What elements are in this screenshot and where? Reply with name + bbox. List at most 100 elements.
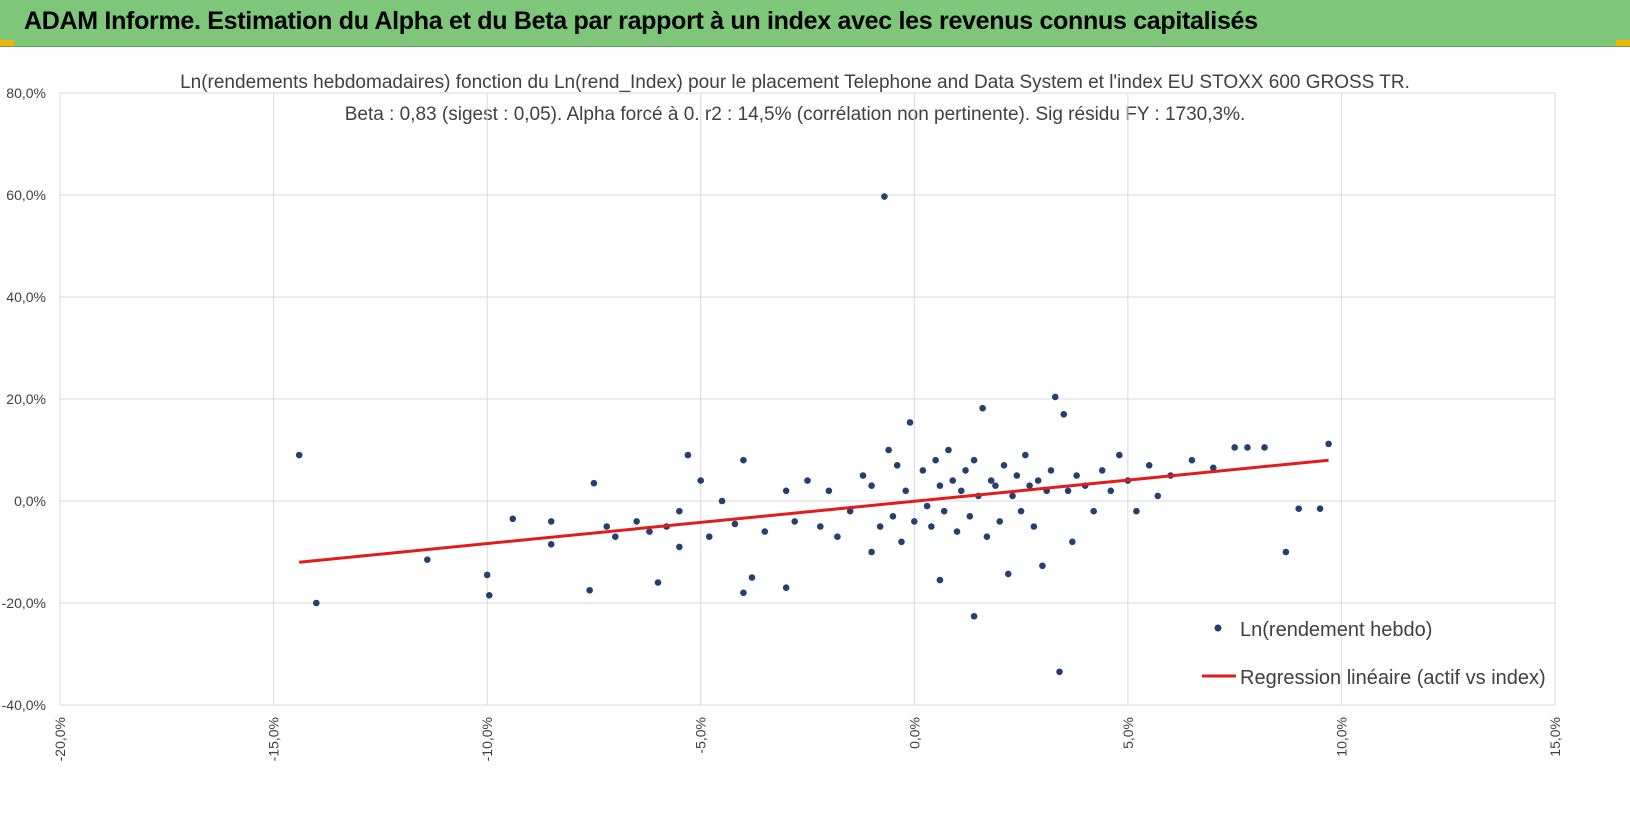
- data-point: [547, 518, 555, 525]
- data-point: [611, 533, 619, 540]
- data-point: [996, 518, 1004, 525]
- data-point: [1009, 492, 1016, 500]
- x-tick-label: 5,0%: [1120, 717, 1136, 749]
- data-point: [1145, 462, 1153, 469]
- data-point: [731, 520, 739, 528]
- x-tick-label: 10,0%: [1333, 717, 1349, 757]
- data-point: [782, 487, 790, 495]
- data-point: [1188, 456, 1196, 464]
- data-point: [547, 541, 555, 548]
- data-point: [1060, 411, 1068, 418]
- data-point: [633, 518, 640, 525]
- data-point: [885, 446, 892, 454]
- data-point: [992, 482, 999, 490]
- data-point: [782, 584, 790, 591]
- y-tick-label: 60,0%: [6, 187, 46, 203]
- data-point: [1295, 505, 1303, 512]
- data-point: [868, 482, 875, 490]
- data-point: [881, 193, 888, 200]
- y-tick-label: -20,0%: [2, 595, 46, 611]
- corner-marker-right: [1616, 40, 1630, 46]
- data-point: [1022, 451, 1029, 459]
- data-point: [718, 497, 726, 505]
- x-tick-label: 0,0%: [906, 717, 922, 749]
- x-tick-label: -5,0%: [693, 717, 709, 754]
- data-point: [1056, 668, 1063, 676]
- data-point: [910, 518, 918, 525]
- data-point: [1064, 487, 1072, 495]
- data-point: [1069, 538, 1076, 546]
- y-tick-label: 20,0%: [6, 391, 46, 407]
- header-bar: ADAM Informe. Estimation du Alpha et du …: [0, 0, 1630, 47]
- data-point: [1231, 444, 1238, 451]
- data-point: [936, 482, 944, 490]
- data-point: [1107, 487, 1115, 495]
- data-point: [846, 507, 854, 515]
- data-point: [1047, 467, 1055, 474]
- data-point: [646, 528, 653, 535]
- y-tick-label: -40,0%: [2, 697, 46, 713]
- x-tick-label: -15,0%: [266, 717, 282, 761]
- data-point: [1030, 523, 1038, 530]
- data-point: [654, 579, 662, 586]
- data-point: [1026, 482, 1033, 490]
- data-point: [1013, 472, 1021, 479]
- data-point: [945, 446, 952, 454]
- data-point: [949, 477, 957, 484]
- data-point: [957, 487, 965, 495]
- data-point: [509, 515, 517, 523]
- axes: -40,0% -20,0% 0,0% 20,0% 40,0% 60,0% 80,0% -20,…: [2, 85, 1563, 761]
- data-point: [979, 404, 986, 412]
- data-point: [928, 523, 935, 530]
- data-point: [825, 487, 833, 495]
- grid: [59, 92, 1556, 706]
- data-point: [932, 456, 939, 464]
- data-point: [676, 507, 683, 515]
- chart-title: Ln(rendements hebdomadaires) fonction du…: [180, 72, 1410, 93]
- chart-subtitle: Beta : 0,83 (sigest : 0,05). Alpha forcé…: [344, 104, 1246, 125]
- legend-label-scatter: Ln(rendement hebdo): [1240, 619, 1432, 641]
- data-point: [1316, 505, 1324, 512]
- data-point: [1244, 444, 1251, 451]
- regression-layer: [299, 458, 1329, 564]
- data-point: [295, 451, 303, 459]
- data-point: [906, 419, 914, 426]
- data-point: [761, 528, 769, 535]
- data-point: [919, 467, 927, 474]
- data-point: [970, 456, 978, 464]
- x-tick-label: -20,0%: [52, 717, 68, 761]
- data-point: [902, 487, 910, 495]
- data-point: [1034, 477, 1042, 484]
- data-point: [748, 574, 756, 581]
- corner-marker-left: [0, 40, 14, 46]
- data-point: [1004, 570, 1012, 578]
- data-point: [1098, 467, 1106, 474]
- data-point: [953, 528, 961, 535]
- y-tick-label: 0,0%: [14, 493, 46, 509]
- data-point: [590, 479, 598, 487]
- data-point: [962, 467, 969, 474]
- data-point: [859, 472, 867, 479]
- data-point: [987, 477, 995, 484]
- data-point: [1000, 462, 1008, 469]
- data-point: [312, 599, 320, 607]
- y-tick-label: 40,0%: [6, 289, 46, 305]
- data-point: [868, 548, 875, 556]
- data-point: [791, 518, 798, 525]
- data-point: [889, 513, 897, 520]
- x-tick-label: 15,0%: [1547, 717, 1563, 757]
- data-point: [1261, 444, 1268, 451]
- data-point: [1325, 440, 1332, 448]
- legend: Ln(rendement hebdo) Regression linéaire (…: [1202, 619, 1546, 689]
- data-point: [876, 523, 884, 530]
- data-point: [804, 477, 811, 484]
- data-point: [1154, 492, 1162, 500]
- data-point: [676, 543, 683, 551]
- data-point: [483, 571, 491, 579]
- data-point: [898, 538, 905, 546]
- data-point: [923, 502, 931, 510]
- data-point: [983, 533, 991, 540]
- data-point: [940, 507, 948, 515]
- regression-line: [299, 458, 1329, 564]
- data-point: [1039, 562, 1046, 570]
